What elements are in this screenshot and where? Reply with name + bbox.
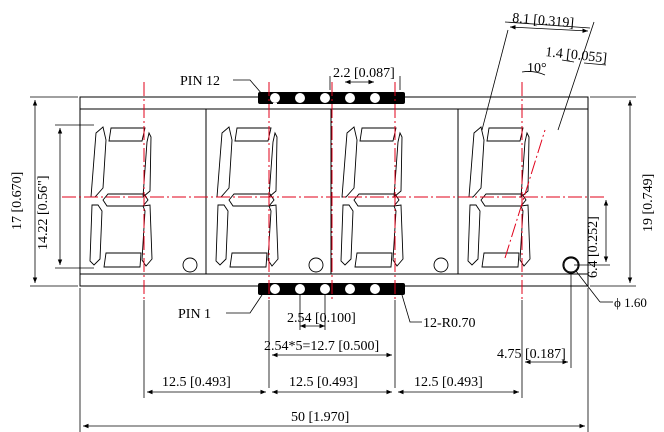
pin12-label: PIN 12	[180, 74, 220, 89]
digit-3	[340, 126, 449, 273]
dim-body-height: 17 [0.670]	[10, 96, 78, 287]
slant-angle-label: 10°	[527, 61, 547, 76]
pin-span-label: 2.54*5=12.7 [0.500]	[264, 339, 379, 354]
display-body	[79, 96, 589, 287]
pin1-label: PIN 1	[178, 307, 211, 322]
digit-pitch-left-label: 12.5 [0.493]	[162, 375, 231, 390]
dim-pin-pitch: 2.54 [0.100]	[287, 295, 356, 330]
segment-width-label: 1.4 [0.055]	[545, 45, 608, 66]
top-pins	[258, 92, 405, 106]
pin1-callout: PIN 1	[178, 294, 263, 322]
digit-2	[215, 126, 324, 273]
body-height-label: 17 [0.670]	[10, 172, 25, 230]
dim-dp-offset: 6.4 [0.252]	[574, 200, 610, 278]
dim-pin-span: 2.54*5=12.7 [0.500]	[264, 300, 396, 388]
dim-slant: 8.1 [0.319] 1.4 [0.055] 10°	[481, 11, 608, 131]
dim-overall-width: 50 [1.970]	[79, 288, 589, 432]
center-lines	[62, 82, 605, 300]
dp-diameter-label: ϕ 1.60	[614, 295, 647, 310]
pin12-callout: PIN 12	[180, 74, 263, 95]
dp-spacing-label: 4.75 [0.187]	[497, 347, 566, 362]
digit-pitch-mid-label: 12.5 [0.493]	[289, 375, 358, 390]
pin-radius-label: 12-R0.70	[423, 316, 476, 331]
overall-width-label: 50 [1.970]	[291, 410, 349, 425]
dp-offset-label: 6.4 [0.252]	[586, 216, 601, 278]
dim-pad-width: 2.2 [0.087]	[329, 66, 401, 90]
pin-pitch-label: 2.54 [0.100]	[287, 311, 356, 326]
slant-span-label: 8.1 [0.319]	[512, 11, 575, 31]
dim-digit-height: 14.22 [0.56"]	[36, 124, 94, 269]
digit-1	[89, 126, 198, 273]
overall-height-label: 19 [0.749]	[641, 174, 656, 232]
dim-digit-pitch: 12.5 [0.493] 12.5 [0.493] 12.5 [0.493]	[143, 300, 523, 398]
dim-dp-spacing: 4.75 [0.187]	[497, 274, 572, 368]
dim-dp-diameter: ϕ 1.60	[562, 256, 647, 310]
pin-radius-callout: 12-R0.70	[401, 294, 476, 331]
digit-pitch-right-label: 12.5 [0.493]	[414, 375, 483, 390]
pad-width-label: 2.2 [0.087]	[333, 66, 395, 81]
dim-overall-height: 19 [0.749]	[590, 96, 656, 287]
digit-height-label: 14.22 [0.56"]	[36, 175, 51, 250]
